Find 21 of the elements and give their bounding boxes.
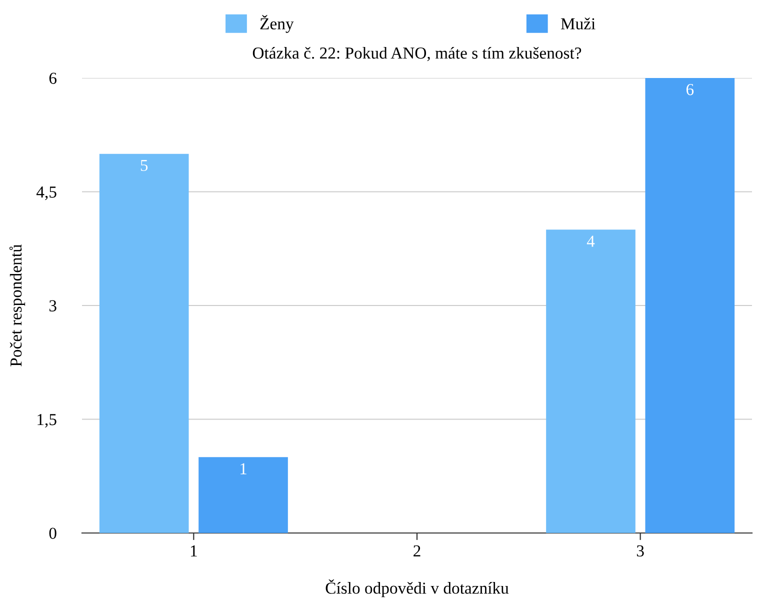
y-tick-label: 4,5 [36,186,56,200]
data-label: 6 [686,84,694,96]
bar [99,154,189,533]
bar [645,78,735,533]
x-axis-title: Číslo odpovědi v dotazníku [326,579,509,598]
y-tick-label: 1,5 [38,414,56,428]
chart-title: Otázka č. 22: Pokud ANO, máte s tím zkušenost? [252,46,582,62]
legend-label: Muži [560,18,596,30]
data-label: 1 [240,463,246,474]
y-tick-label: 6 [49,72,57,84]
data-label: 5 [140,160,148,172]
y-axis-title: Počet respondentů [9,244,26,366]
x-tick-label: 1 [190,545,197,556]
legend-label: Ženy [260,15,294,33]
bar [546,230,636,533]
y-tick-label: 0 [49,528,56,539]
data-label: 4 [586,236,595,247]
y-tick-label: 3 [49,300,56,312]
x-tick-label: 3 [636,545,644,557]
bar [198,457,288,533]
x-tick-label: 2 [414,545,420,556]
